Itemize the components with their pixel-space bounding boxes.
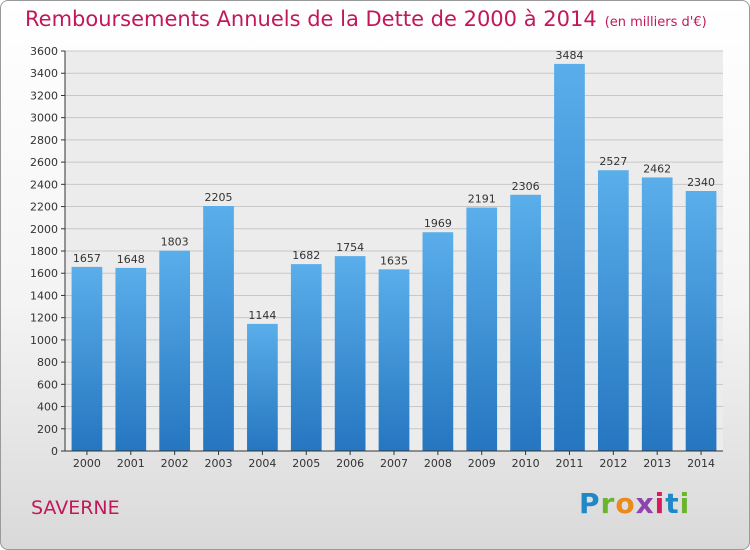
data-label: 1754	[336, 241, 364, 254]
y-tick-label: 800	[37, 356, 58, 369]
data-label: 2340	[687, 176, 715, 189]
chart-unit: (en milliers d'€)	[604, 15, 707, 30]
y-tick-label: 3200	[30, 89, 58, 102]
logo-letter: x	[635, 487, 655, 520]
bar	[466, 207, 498, 451]
chart-title-text: Remboursements Annuels de la Dette de 20…	[25, 7, 597, 31]
y-tick-label: 1000	[30, 334, 58, 347]
bar	[334, 256, 366, 451]
y-tick-label: 3400	[30, 67, 58, 80]
data-label: 1969	[424, 217, 452, 230]
x-tick-label: 2011	[555, 457, 583, 470]
data-label: 2191	[468, 193, 496, 206]
x-tick-label: 2004	[248, 457, 276, 470]
data-label: 3484	[555, 49, 583, 62]
bar	[378, 269, 410, 451]
bar	[422, 232, 454, 451]
bar	[203, 206, 234, 451]
y-tick-label: 3000	[30, 112, 58, 125]
bar	[597, 170, 629, 451]
y-tick-label: 2800	[30, 134, 58, 147]
data-label: 2306	[512, 180, 540, 193]
bar	[71, 266, 103, 451]
y-tick-label: 2600	[30, 156, 58, 169]
logo-letter: o	[615, 487, 636, 520]
x-tick-label: 2009	[468, 457, 496, 470]
x-tick-label: 2001	[117, 457, 145, 470]
x-tick-label: 2013	[643, 457, 671, 470]
logo-letter: i	[679, 487, 691, 520]
bar	[641, 177, 673, 451]
data-label: 2462	[643, 162, 671, 175]
x-tick-label: 2005	[292, 457, 320, 470]
logo-letter: t	[665, 487, 680, 520]
data-label: 2205	[205, 191, 233, 204]
data-label: 1635	[380, 254, 408, 267]
data-label: 2527	[599, 155, 627, 168]
y-tick-label: 0	[51, 445, 58, 458]
x-tick-label: 2007	[380, 457, 408, 470]
bar	[247, 323, 278, 451]
data-label: 1657	[73, 252, 101, 265]
y-tick-label: 200	[37, 423, 58, 436]
x-tick-label: 2000	[73, 457, 101, 470]
logo-letter: r	[600, 487, 616, 520]
y-tick-label: 1600	[30, 267, 58, 280]
y-tick-label: 1400	[30, 289, 58, 302]
data-label: 1144	[248, 309, 276, 322]
bar	[159, 250, 191, 451]
logo-letter: i	[654, 487, 666, 520]
chart-title: Remboursements Annuels de la Dette de 20…	[25, 7, 707, 31]
x-tick-label: 2010	[512, 457, 540, 470]
bar	[290, 264, 322, 451]
y-tick-label: 600	[37, 378, 58, 391]
bar	[685, 191, 717, 451]
axes: 0 200 400 600 800 1000 1200 1400 1600 1800 2000 220…	[30, 45, 723, 470]
y-tick-label: 1200	[30, 312, 58, 325]
bar	[510, 194, 541, 451]
data-label: 1803	[161, 236, 189, 249]
x-tick-label: 2012	[599, 457, 627, 470]
data-label: 1648	[117, 253, 145, 266]
bars	[71, 63, 717, 452]
bar	[115, 267, 147, 451]
bar	[554, 63, 585, 452]
y-tick-label: 2400	[30, 178, 58, 191]
x-tick-label: 2003	[205, 457, 233, 470]
y-tick-label: 1800	[30, 245, 58, 258]
x-tick-label: 2014	[687, 457, 715, 470]
commune-name: SAVERNE	[31, 497, 120, 519]
data-label: 1682	[292, 249, 320, 262]
proxiti-logo: Proxiti	[579, 487, 699, 527]
x-tick-label: 2006	[336, 457, 364, 470]
logo-letter: P	[579, 487, 601, 520]
x-tick-label: 2008	[424, 457, 452, 470]
y-tick-label: 3600	[30, 45, 58, 58]
y-tick-label: 2000	[30, 223, 58, 236]
x-tick-label: 2002	[161, 457, 189, 470]
y-tick-label: 400	[37, 401, 58, 414]
data-labels: 1657 1648 1803 2205 1144 1682 1754 1635 1969 2191…	[73, 49, 715, 322]
y-tick-label: 2200	[30, 201, 58, 214]
